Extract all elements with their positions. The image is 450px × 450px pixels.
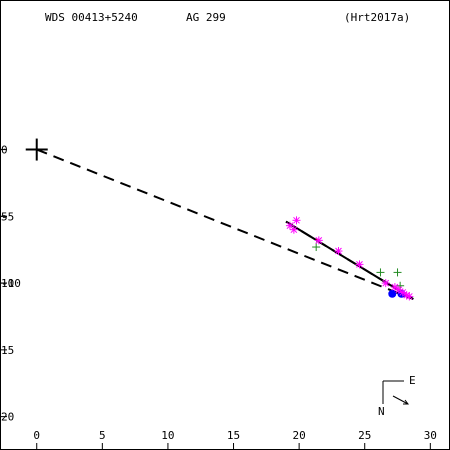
x-tick-label: 5 — [99, 429, 106, 442]
y-tick-label: -10 — [1, 277, 21, 290]
y-tick-label: 15 — [1, 344, 14, 357]
orientation-east-label: E — [409, 374, 416, 387]
y-tick-label: 20 — [1, 411, 14, 424]
series-lines — [25, 138, 414, 301]
magenta-star-point — [405, 293, 413, 300]
x-tick-label: 25 — [358, 429, 371, 442]
blue-point — [388, 289, 397, 298]
x-tick-label: 0 — [33, 429, 40, 442]
magenta-star-point — [399, 289, 407, 296]
magenta-star-point — [335, 247, 342, 255]
magenta-star-point — [290, 226, 298, 234]
magenta-star-point — [395, 286, 403, 294]
orientation-arrow-shaft — [392, 395, 409, 405]
orientation-north-label: N — [378, 405, 385, 418]
x-tick-label: 15 — [227, 429, 240, 442]
orbit-line — [285, 220, 414, 300]
chart-title-mid: AG 299 — [186, 11, 226, 24]
x-axis-ticks: 0 5 10 15 20 25 30 — [33, 429, 437, 449]
magenta-star-point — [293, 216, 300, 224]
x-tick-label: 10 — [161, 429, 174, 442]
y-tick-label: 0 — [1, 144, 8, 157]
data-points — [285, 216, 414, 301]
y-tick-label: 10 — [1, 277, 14, 290]
orientation-arrow-head — [403, 399, 409, 405]
magenta-star-point — [391, 283, 399, 291]
magenta-star-point — [403, 291, 411, 299]
y-axis-ticks: -10 -5 0 5 10 15 20 — [1, 144, 21, 424]
magenta-star-point — [315, 237, 323, 244]
x-tick-label: 30 — [424, 429, 437, 442]
chart-title-left: WDS 00413+5240 — [45, 11, 138, 24]
y-tick-label: -5 — [1, 210, 14, 223]
x-tick-label: 20 — [293, 429, 306, 442]
magenta-star-point — [356, 261, 363, 268]
magenta-star-point — [382, 279, 390, 287]
chart-title-right: (Hrt2017a) — [344, 11, 410, 24]
orientation-indicator: E N — [378, 374, 416, 418]
y-tick-label: 5 — [1, 210, 8, 223]
magenta-star-point — [286, 222, 294, 230]
dashed-line — [36, 148, 414, 301]
